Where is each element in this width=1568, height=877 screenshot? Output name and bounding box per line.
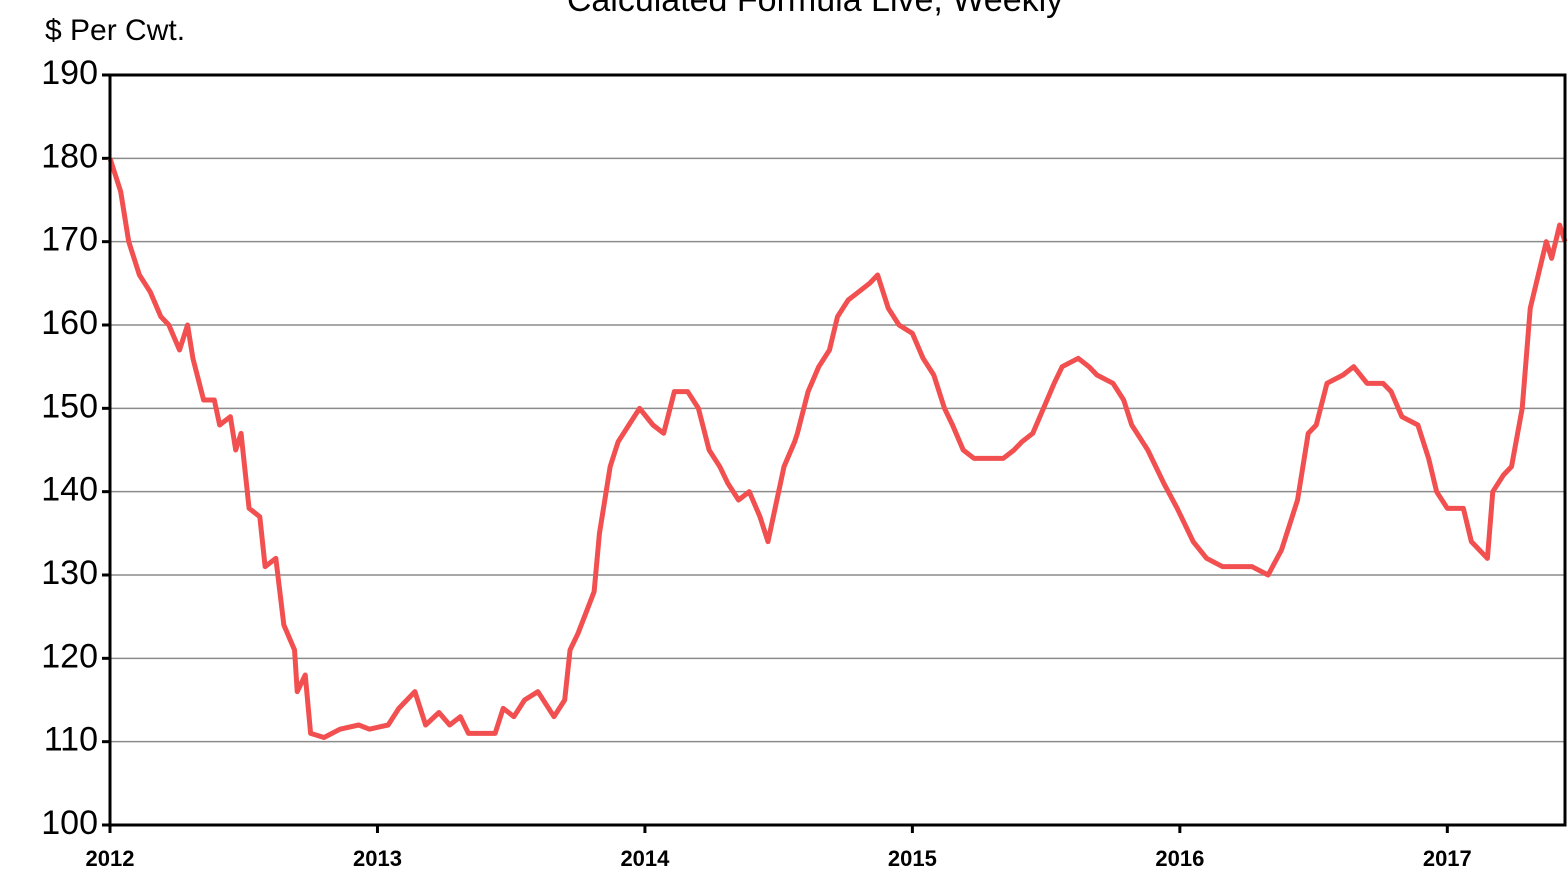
- y-tick-label: 190: [41, 54, 98, 92]
- data-line: [107, 157, 1568, 740]
- y-tick-label: 110: [44, 721, 98, 759]
- y-tick-label: 150: [41, 387, 98, 425]
- y-tick-label: 170: [41, 221, 98, 259]
- y-tick-label: 180: [41, 137, 98, 175]
- x-tick-label: 2013: [353, 846, 402, 871]
- y-tick-label: 120: [41, 637, 98, 675]
- y-tick-label: 100: [41, 804, 98, 842]
- y-tick-label: 140: [41, 471, 98, 509]
- x-tick-label: 2014: [620, 846, 670, 871]
- plot-frame: [108, 73, 1567, 827]
- chart-title: Calculated Formula Live, Weekly: [567, 0, 1063, 19]
- x-tick-label: 2016: [1155, 846, 1204, 871]
- y-tick-label: 130: [41, 554, 98, 592]
- x-tick-label: 2012: [86, 846, 135, 871]
- x-tick-label: 2017: [1423, 846, 1472, 871]
- x-tick-label: 2015: [888, 846, 937, 871]
- y-tick-label: 160: [41, 304, 98, 342]
- y-axis-label: $ Per Cwt.: [45, 14, 185, 47]
